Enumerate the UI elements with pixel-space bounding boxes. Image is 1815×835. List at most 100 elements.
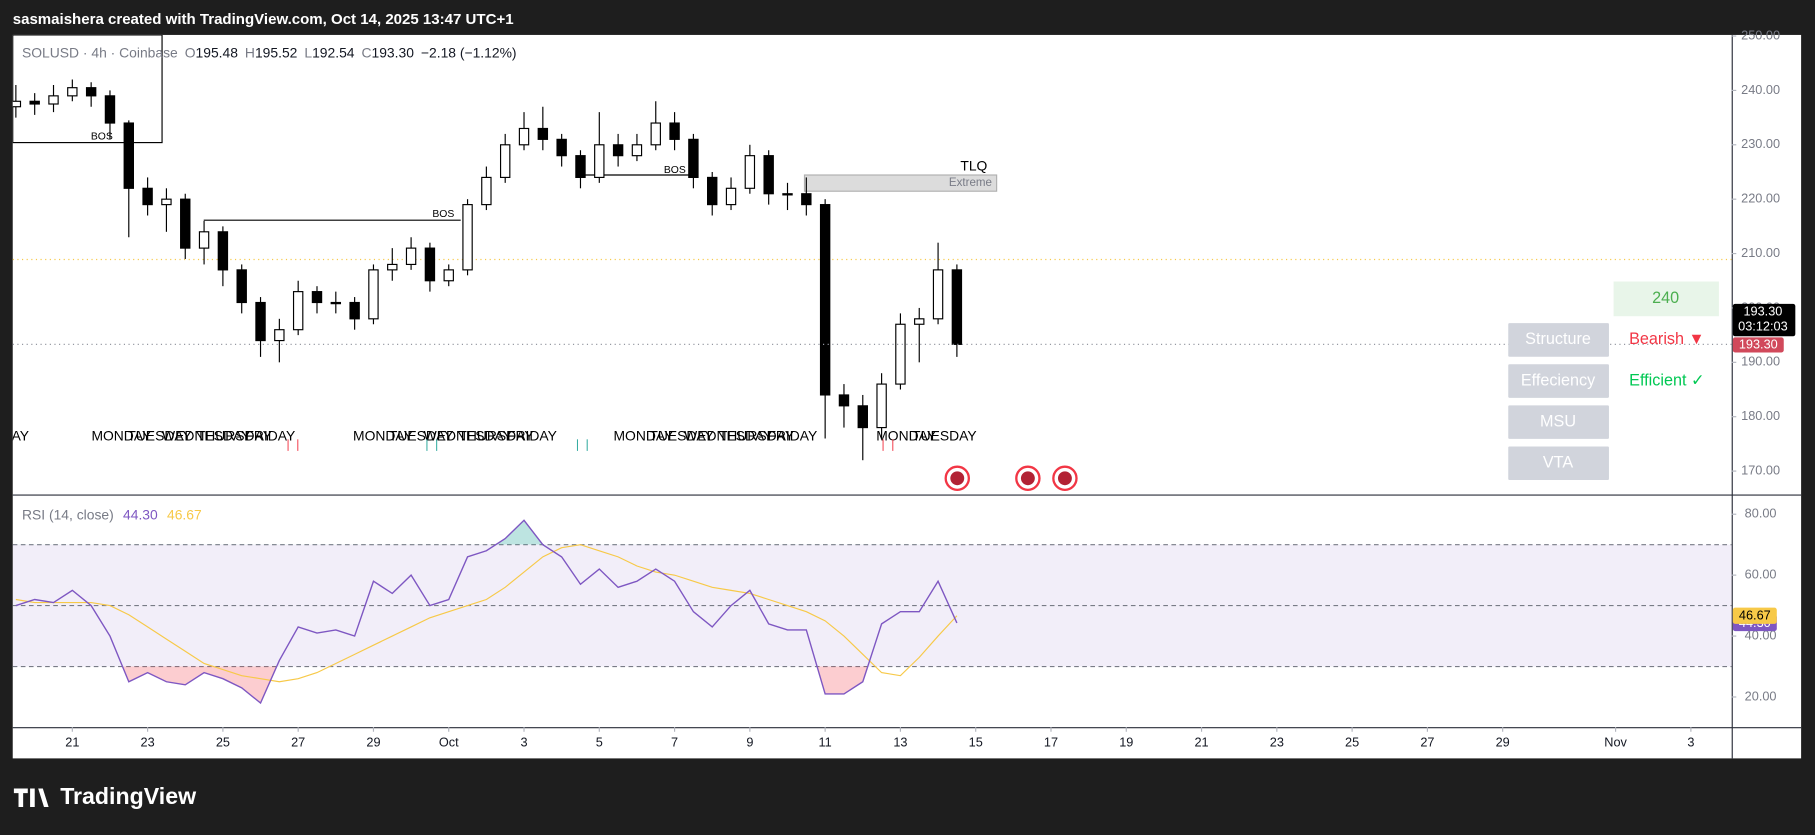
x-tick-label: Oct xyxy=(439,735,459,750)
y-tick-label: 250.00 xyxy=(1741,27,1780,42)
x-tick-label: 3 xyxy=(1687,735,1694,750)
candle-body xyxy=(763,155,774,195)
candle-body xyxy=(29,100,40,105)
logo-icon xyxy=(13,788,49,808)
x-tick-label: 17 xyxy=(1044,735,1058,750)
panel-row-status: Bearish ▼ xyxy=(1629,330,1704,348)
candle-body xyxy=(443,269,454,282)
candle-body xyxy=(405,247,417,266)
x-tick-label: 9 xyxy=(746,735,753,750)
x-tick-label: 11 xyxy=(819,735,832,750)
session-label: WEDNESDAY xyxy=(162,427,250,443)
legend-part: 44.30 xyxy=(123,506,158,522)
price-label-box xyxy=(1732,337,1784,353)
candle-body xyxy=(85,87,97,97)
x-tick-label: 3 xyxy=(520,735,527,750)
legend-part: C xyxy=(361,44,371,60)
legend-part: 193.30 xyxy=(371,44,414,60)
candle-body xyxy=(180,198,191,249)
candle-body xyxy=(594,144,605,179)
candle-body xyxy=(688,138,699,179)
x-tick-label: 23 xyxy=(1270,735,1284,750)
candle-body xyxy=(650,122,661,146)
rsi-value-box xyxy=(1732,607,1777,624)
x-tick-label: 5 xyxy=(596,735,603,750)
legend-part: SOLUSD · 4h · Coinbase xyxy=(22,44,178,60)
bos-label: BOS xyxy=(664,165,686,176)
candle-body xyxy=(387,263,398,271)
candle-body xyxy=(669,122,680,140)
candle-body xyxy=(914,318,925,325)
session-label: TUESDAY xyxy=(389,427,454,443)
x-tick-label: 7 xyxy=(671,735,678,750)
candle-body xyxy=(481,176,492,206)
legend-part: 192.54 xyxy=(312,44,355,60)
y-tick-label: 60.00 xyxy=(1745,566,1777,581)
candle-body xyxy=(575,155,586,179)
y-tick-label: 240.00 xyxy=(1741,82,1780,97)
candle-body xyxy=(255,301,266,342)
candle-body xyxy=(67,87,78,97)
panel-row-label: Effeciency xyxy=(1521,371,1596,389)
rsi-legend: RSI (14, close) 44.30 46.67 xyxy=(22,506,202,522)
bos-label: BOS xyxy=(91,132,113,143)
candle-body xyxy=(462,204,473,271)
session-label: AY xyxy=(12,427,29,443)
countdown-label: 03:12:03 xyxy=(1738,318,1788,333)
candle-body xyxy=(876,383,887,429)
chart-area xyxy=(12,34,1802,759)
candle-body xyxy=(801,193,812,206)
legend-part: 195.52 xyxy=(255,44,298,60)
x-tick-label: 13 xyxy=(893,735,907,750)
session-label: MONDAY xyxy=(876,427,936,443)
x-tick-label: 25 xyxy=(216,735,230,750)
candle-body xyxy=(537,127,549,140)
session-label: FRIDAY xyxy=(767,427,817,443)
legend-part: −2.18 (−1.12%) xyxy=(421,44,517,60)
y-tick-label: 20.00 xyxy=(1745,688,1777,703)
price-label-box xyxy=(1732,303,1796,337)
panel-row-box xyxy=(1508,323,1609,357)
x-tick-label: 19 xyxy=(1119,735,1133,750)
candle-body xyxy=(725,187,737,206)
candle-body xyxy=(951,269,963,345)
y-tick-label: 230.00 xyxy=(1741,136,1780,151)
x-tick-label: 21 xyxy=(1194,735,1208,750)
candle-body xyxy=(518,127,530,146)
x-tick-label: 15 xyxy=(969,735,983,750)
candle-body xyxy=(349,301,360,320)
target-box xyxy=(1613,281,1719,317)
panel-row-box xyxy=(1508,364,1609,398)
legend-part: RSI (14, close) xyxy=(22,506,114,522)
event-icon-inner xyxy=(1020,471,1035,486)
candle-body xyxy=(292,291,304,331)
candle-body xyxy=(424,247,436,282)
candle-body xyxy=(857,405,868,429)
candle-body xyxy=(819,204,831,396)
session-label: TUESDAY xyxy=(127,427,192,443)
panel-row-status: Efficient ✓ xyxy=(1629,371,1704,389)
legend-part: L xyxy=(304,44,312,60)
bos-box xyxy=(12,34,163,144)
bos-label: BOS xyxy=(432,209,454,220)
session-marker: ❘❘ xyxy=(878,439,897,451)
y-tick-label: 220.00 xyxy=(1741,191,1780,206)
x-tick-label: 27 xyxy=(291,735,305,750)
candle-body xyxy=(782,193,793,196)
y-tick-label: 190.00 xyxy=(1741,354,1780,369)
y-tick-label: 40.00 xyxy=(1745,627,1777,642)
candle-body xyxy=(556,138,567,157)
candle-body xyxy=(104,95,116,124)
session-label: MONDAY xyxy=(353,427,413,443)
candle-body xyxy=(274,329,285,342)
candle-body xyxy=(217,231,229,271)
x-tick-label: Nov xyxy=(1604,735,1627,750)
y-tick-label: 170.00 xyxy=(1741,462,1780,477)
panel-row-box xyxy=(1508,405,1609,439)
target-label: 240 xyxy=(1652,289,1679,307)
session-label: THURSDAY xyxy=(719,427,794,443)
header-bar-text: sasmaishera created with TradingView.com… xyxy=(13,11,514,28)
